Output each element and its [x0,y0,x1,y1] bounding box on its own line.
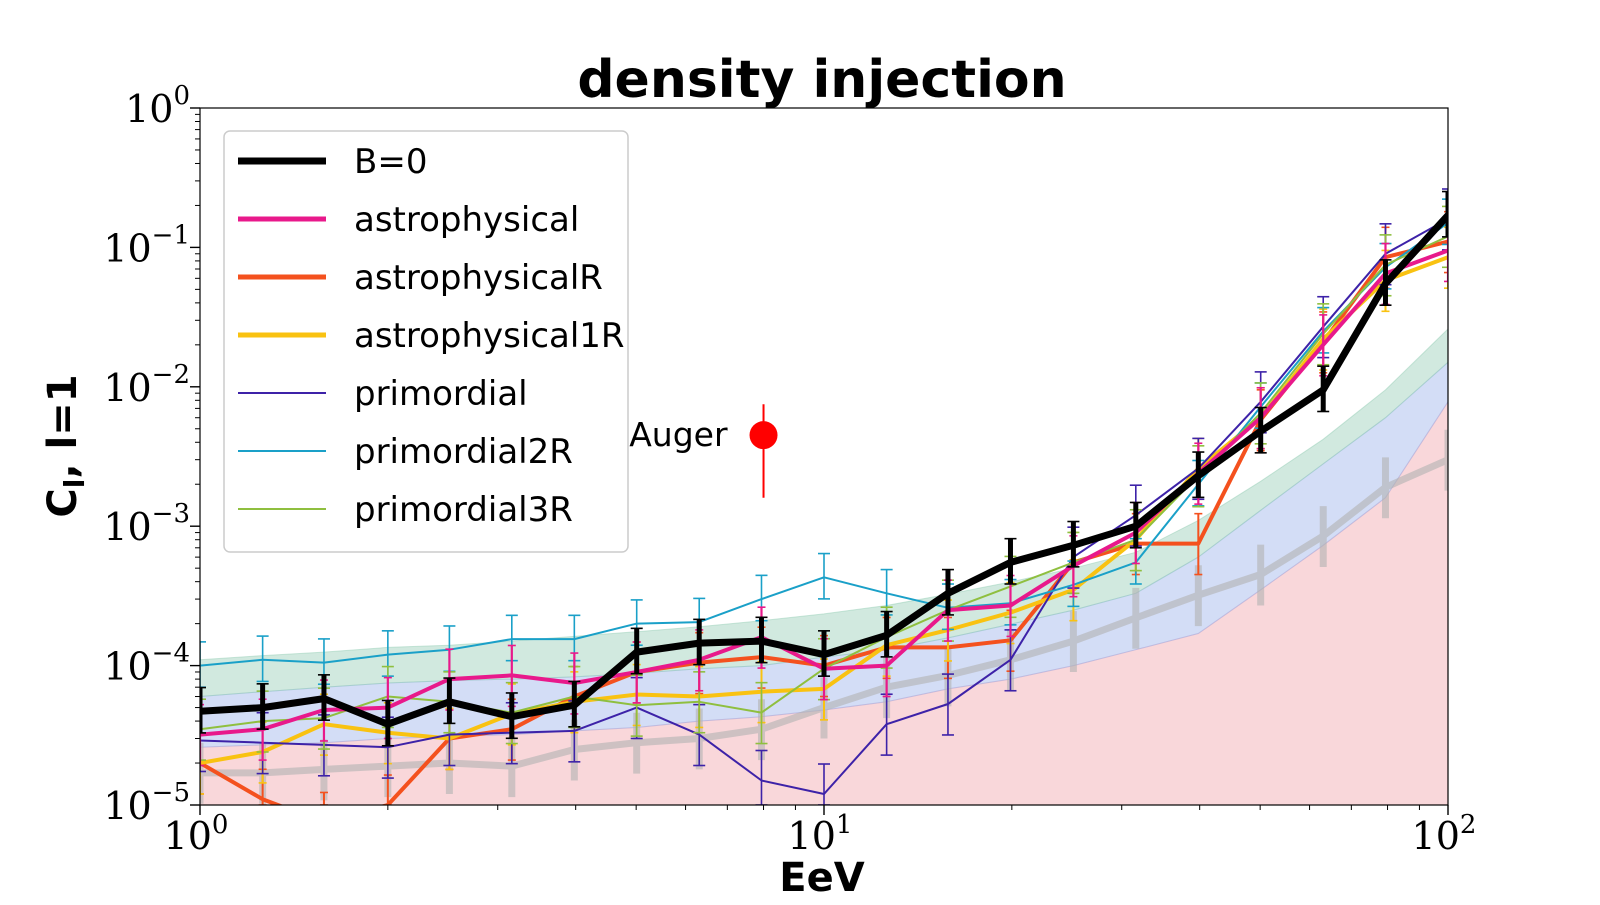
auger-label: Auger [629,415,728,454]
legend-label: primordial2R [354,432,573,472]
legend-label: astrophysical [354,200,579,240]
legend-label: astrophysicalR [354,258,603,298]
legend-entry-primordial3r: primordial3R [238,490,573,530]
y-axis-label: Cl, l=1 [40,374,91,517]
y-axis-label-rest: , l=1 [40,374,86,478]
legend-entry-primordial2r: primordial2R [238,432,573,472]
legend-entry-b-0: B=0 [238,142,427,182]
legend-entry-astrophysical1r: astrophysical1R [238,316,625,356]
legend-label: primordial [354,374,528,414]
y-tick-label: 10−2 [103,360,190,410]
y-tick-label: 10−4 [103,639,190,689]
legend-box [223,130,629,553]
x-tick-label: 102 [1412,810,1477,858]
chart-title: density injection [577,50,1066,110]
x-tick-label: 101 [788,810,853,858]
y-tick-label: 10−5 [103,778,190,828]
series-line-b-0 [200,212,1448,728]
legend-entry-astrophysical: astrophysical [238,200,579,240]
y-tick-label: 10−3 [103,499,190,549]
y-axis-label-sub: l [58,479,91,489]
y-tick-label: 10−1 [103,220,190,270]
y-tick-label: 100 [125,81,190,131]
legend-entry-astrophysicalr: astrophysicalR [238,258,603,298]
legend-entry-primordial: primordial [238,374,528,414]
legend-label: astrophysical1R [354,316,625,356]
auger-point [749,421,778,450]
y-axis-label-main: C [40,488,86,517]
x-tick-label: 100 [164,810,229,858]
legend-label: B=0 [354,142,427,182]
series-b-0 [200,190,1448,747]
series-line-primordial [200,218,1448,795]
x-axis-label: EeV [779,855,864,900]
legend-label: primordial3R [354,490,573,530]
